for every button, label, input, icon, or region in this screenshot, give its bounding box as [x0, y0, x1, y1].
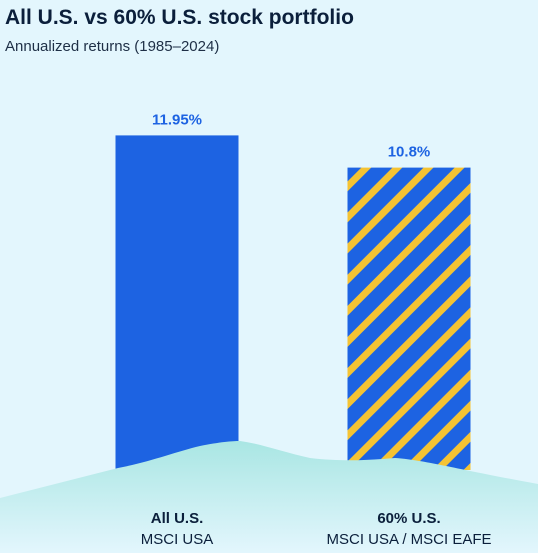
data-label-0: 11.95%: [152, 111, 202, 128]
category-name: All U.S.: [150, 510, 204, 527]
bar-1: [347, 167, 471, 470]
category-name: 60% U.S.: [377, 510, 441, 527]
chart-title: All U.S. vs 60% U.S. stock portfolio: [5, 6, 354, 29]
category-label-60-us: 60% U.S. MSCI USA / MSCI EAFE: [298, 508, 520, 550]
category-sublabel: MSCI USA: [140, 531, 214, 548]
category-label-all-us: All U.S. MSCI USA: [88, 508, 266, 550]
decorative-mound: [0, 441, 538, 553]
category-sublabel: MSCI USA / MSCI EAFE: [326, 531, 492, 548]
bar-0: [115, 135, 239, 470]
chart-subtitle: Annualized returns (1985–2024): [5, 38, 220, 55]
data-label-1: 10.8%: [388, 144, 431, 161]
